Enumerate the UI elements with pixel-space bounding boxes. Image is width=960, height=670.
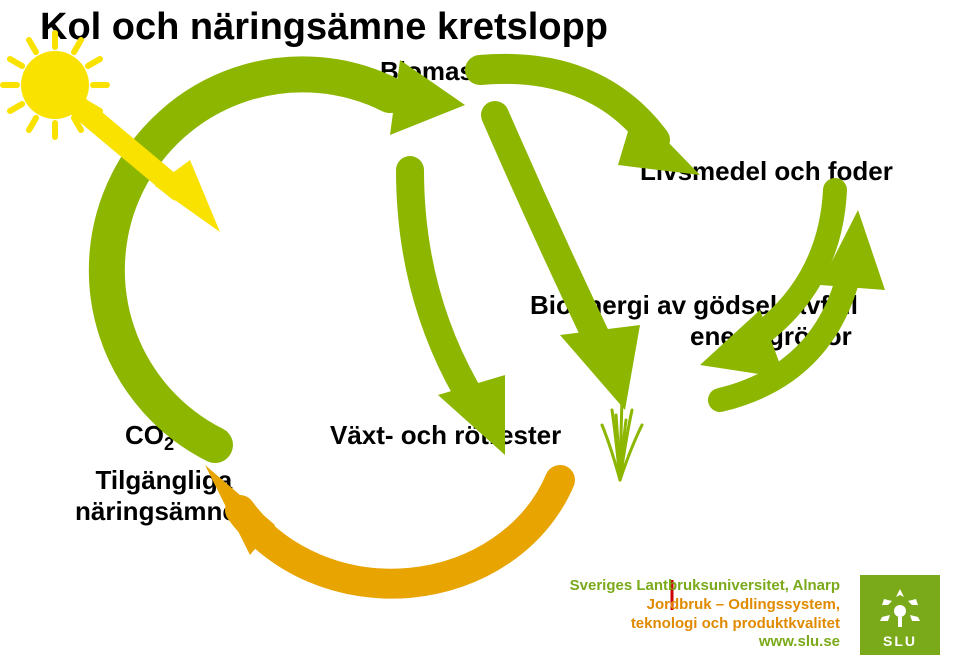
label-tilgangliga: Tilgängliga näringsämnen <box>75 465 253 527</box>
label-tilgangliga-l1: Tilgängliga <box>95 465 232 495</box>
page-title: Kol och näringsämne kretslopp <box>40 6 608 49</box>
label-livsmedel: Livsmedel och foder <box>640 156 893 187</box>
arrow-green-right-out-head <box>820 210 885 290</box>
arrow-orange-arc <box>240 480 560 584</box>
label-biomassa: Biomassa <box>380 56 503 87</box>
slu-logo-text: SLU <box>883 633 917 649</box>
arrow-yellow-beam <box>80 108 178 190</box>
label-co2: CO2 <box>125 420 174 455</box>
footer-line1: Sveriges Lantbruksuniversitet, Alnarp <box>570 577 840 596</box>
footer-line2: Jordbruk – Odlingssystem, <box>570 596 840 615</box>
arrow-green-top-right <box>480 69 655 140</box>
arrow-green-down-2 <box>410 170 475 405</box>
label-vaxtrot: Växt- och rötrester <box>330 420 561 451</box>
label-tilgangliga-l2: näringsämnen <box>75 496 253 526</box>
label-co2-prefix: CO <box>125 420 164 450</box>
label-bioenergi: Bioenergi av gödsel, avfall energigrödor <box>530 290 858 352</box>
slu-logo-mark <box>878 587 922 631</box>
label-co2-sub: 2 <box>164 434 174 454</box>
label-bioenergi-line1: Bioenergi av gödsel, avfall <box>530 290 858 320</box>
footer-credits: Sveriges Lantbruksuniversitet, Alnarp Jo… <box>570 577 840 652</box>
grass-icon <box>602 400 642 480</box>
footer-line4: www.slu.se <box>570 633 840 652</box>
label-bioenergi-line2: energigrödor <box>530 321 852 352</box>
arrow-yellow-beam-head <box>155 160 220 232</box>
arrow-green-main-arc <box>107 74 390 445</box>
slu-logo: SLU <box>860 575 940 655</box>
footer-line3: teknologi och produktkvalitet <box>570 615 840 634</box>
